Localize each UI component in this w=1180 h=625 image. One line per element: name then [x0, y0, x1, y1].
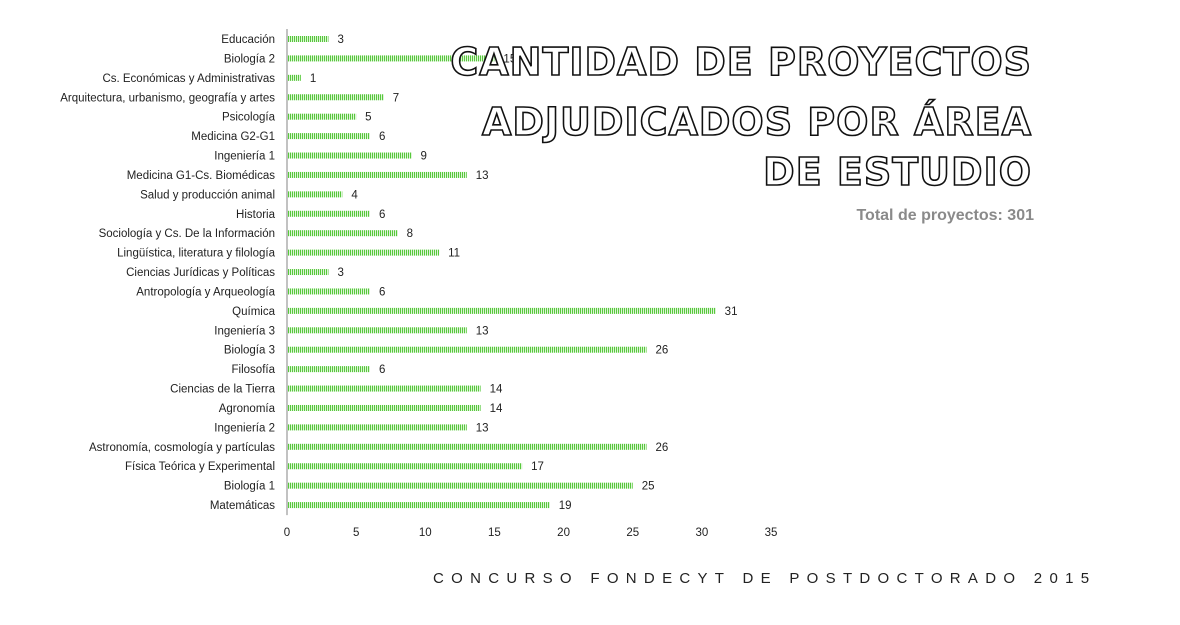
data-label: 14 — [490, 403, 503, 415]
x-tick-label: 5 — [353, 527, 359, 539]
x-tick-label: 30 — [695, 527, 708, 539]
data-label: 13 — [476, 422, 489, 434]
category-label: Astronomía, cosmología y partículas — [89, 442, 275, 454]
data-label: 17 — [531, 461, 544, 473]
data-label: 14 — [490, 384, 503, 396]
bar — [287, 327, 467, 334]
bar — [287, 191, 343, 198]
bar — [287, 36, 329, 42]
data-label: 3 — [337, 34, 343, 46]
category-label: Arquitectura, urbanismo, geografía y art… — [60, 92, 275, 104]
footer-caption: CONCURSO FONDECYT DE POSTDOCTORADO 2015 — [433, 570, 1097, 587]
bar — [287, 113, 357, 120]
category-label: Antropología y Arqueología — [136, 286, 275, 298]
bar — [287, 269, 329, 276]
data-label: 6 — [379, 364, 385, 376]
data-label: 11 — [448, 248, 460, 260]
x-tick-label: 10 — [419, 527, 432, 539]
bar — [287, 249, 440, 256]
bar — [287, 210, 370, 217]
data-label: 6 — [379, 209, 385, 221]
chart-title-line-2: adjudicados por área — [481, 99, 1032, 145]
x-tick-label: 35 — [765, 527, 778, 539]
category-label: Ingeniería 3 — [214, 325, 275, 337]
category-label: Biología 1 — [224, 481, 275, 493]
category-label: Ingeniería 1 — [214, 151, 275, 163]
bar — [287, 230, 398, 237]
bar — [287, 133, 370, 140]
bar — [287, 424, 467, 431]
category-label: Historia — [236, 209, 276, 221]
data-label: 4 — [351, 189, 358, 201]
category-label: Biología 2 — [224, 53, 275, 65]
data-label: 6 — [379, 286, 385, 298]
total-projects-label: Total de proyectos: 301 — [856, 207, 1034, 224]
category-label: Cs. Económicas y Administrativas — [102, 73, 275, 85]
data-label: 9 — [420, 151, 426, 163]
bar — [287, 443, 647, 450]
data-label: 31 — [725, 306, 738, 318]
bar — [287, 502, 550, 509]
category-label: Medicina G1-Cs. Biomédicas — [127, 170, 276, 182]
category-label: Medicina G2-G1 — [191, 131, 275, 143]
category-label: Ciencias Jurídicas y Políticas — [126, 267, 275, 279]
bar — [287, 171, 467, 178]
bar — [287, 346, 647, 353]
data-label: 26 — [656, 442, 669, 454]
category-label: Ciencias de la Tierra — [170, 384, 275, 396]
category-label: Filosofía — [232, 364, 276, 376]
x-tick-label: 0 — [284, 527, 290, 539]
x-tick-label: 15 — [488, 527, 501, 539]
category-label: Salud y producción animal — [140, 189, 275, 201]
category-label: Psicología — [222, 112, 276, 124]
category-label: Física Teórica y Experimental — [125, 461, 275, 473]
bar — [287, 55, 495, 62]
data-label: 8 — [407, 228, 413, 240]
bar — [287, 482, 633, 489]
bar — [287, 385, 481, 392]
data-label: 19 — [559, 500, 572, 512]
x-tick-label: 25 — [626, 527, 639, 539]
data-label: 6 — [379, 131, 385, 143]
data-label: 5 — [365, 112, 371, 124]
category-label: Química — [232, 306, 275, 318]
category-label: Biología 3 — [224, 345, 275, 357]
category-label: Agronomía — [219, 403, 276, 415]
data-label: 1 — [310, 73, 316, 85]
category-label: Sociología y Cs. De la Información — [99, 228, 275, 240]
data-label: 13 — [476, 170, 489, 182]
data-label: 26 — [656, 345, 669, 357]
bar — [287, 288, 370, 295]
x-tick-label: 20 — [557, 527, 570, 539]
bar — [287, 404, 481, 411]
data-label: 15 — [503, 53, 516, 65]
bar — [287, 74, 301, 81]
bar — [287, 366, 370, 373]
bar — [287, 307, 716, 314]
bar — [287, 152, 412, 159]
bar — [287, 94, 384, 101]
data-label: 25 — [642, 481, 655, 493]
data-label: 13 — [476, 325, 489, 337]
data-label: 7 — [393, 92, 399, 104]
chart-title-line-3: de estudio — [762, 149, 1032, 195]
category-label: Matemáticas — [210, 500, 275, 512]
bar — [287, 463, 523, 470]
chart-title-line-1: Cantidad de proyectos — [450, 39, 1032, 85]
category-label: Educación — [221, 34, 275, 46]
data-label: 3 — [337, 267, 343, 279]
category-label: Ingeniería 2 — [214, 422, 275, 434]
category-label: Lingüística, literatura y filología — [117, 248, 275, 260]
